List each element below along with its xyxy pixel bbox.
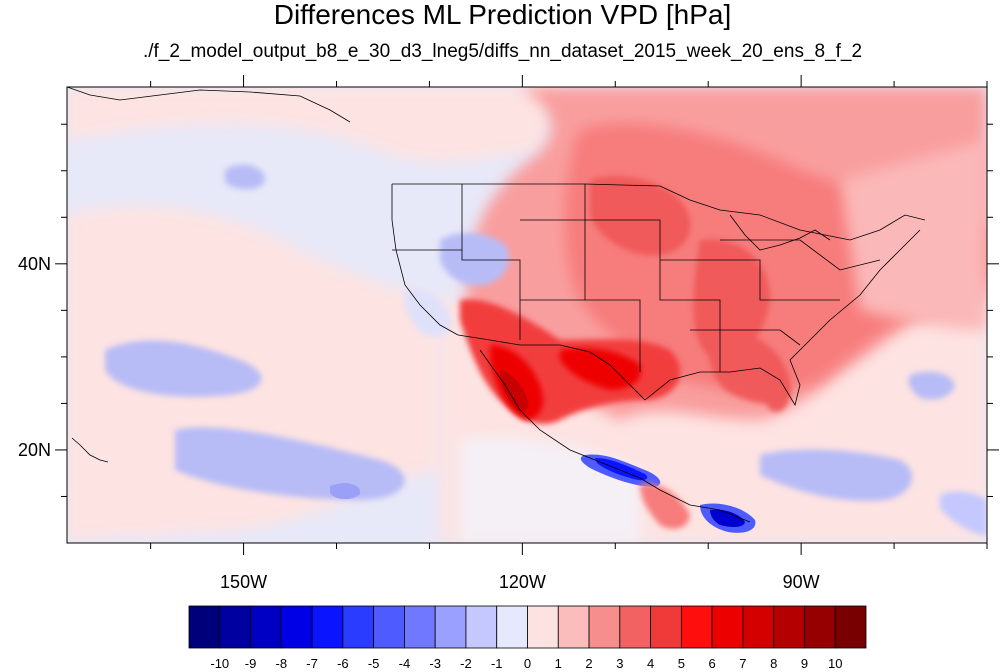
great-basin-negative [440, 232, 509, 286]
boundaries [67, 87, 926, 523]
colorbar-label: 10 [828, 656, 842, 671]
colorbar-swatch [619, 605, 651, 649]
map-frame [66, 86, 988, 544]
mexico-outline [479, 349, 751, 523]
caribbean-negative-2 [908, 371, 955, 400]
map-axis-ticks: 150W 120W 90W 20N 40N [18, 75, 999, 592]
x-tick-label: 90W [783, 572, 820, 592]
vpd-difference-field [67, 87, 987, 543]
colorbar-label: -8 [276, 656, 288, 671]
colorbar-label: -4 [399, 656, 411, 671]
baja-extreme [500, 370, 529, 412]
colorbar-swatch [834, 605, 867, 649]
north-plains-hotspot [590, 176, 691, 256]
us-canada-border [392, 183, 926, 241]
alaska-positive [67, 87, 560, 162]
colorbar-swatch [311, 605, 344, 649]
pacific-negative-patch-2 [175, 427, 405, 500]
colorbar-label: 0 [524, 656, 531, 671]
central-america-core [710, 509, 745, 527]
colorbar-label: 5 [678, 656, 685, 671]
colorbar-label: -1 [491, 656, 503, 671]
colorbar-swatch [373, 605, 405, 649]
pacific-negative-patch-4 [330, 483, 361, 500]
hawaii-islands [71, 437, 109, 463]
colorbar-swatch [434, 605, 467, 649]
east-atlantic-negative [940, 491, 987, 535]
colorbar-label: -9 [245, 656, 257, 671]
colorbar-label: -3 [429, 656, 441, 671]
map-panel: 150W 120W 90W 20N 40N [18, 75, 999, 592]
us-mexico-border [457, 334, 646, 401]
colorbar-swatch [650, 605, 682, 649]
y-tick-label: 40N [18, 254, 51, 274]
mexico-coast-core [595, 458, 648, 481]
state-line-6 [660, 259, 840, 301]
colorbar-swatch [588, 605, 621, 649]
colorbar-swatch [404, 605, 436, 649]
x-tick-label: 150W [220, 572, 267, 592]
state-line-8 [690, 329, 801, 346]
y-tick-label: 20N [18, 440, 51, 460]
colorbar-swatch [773, 605, 805, 649]
gulf-coast [644, 229, 921, 407]
midwest-hotspot [693, 239, 770, 356]
great-lakes [729, 214, 831, 251]
colorbar: -10 -9 -8 -7 -6 -5 -4 -3 -2 -1 0 1 2 3 4 5 6 7 8 9 10 [188, 605, 867, 671]
colorbar-label: -10 [210, 656, 229, 671]
colorbar-swatch [527, 605, 559, 649]
colorbar-swatch [680, 605, 713, 649]
colorbar-label: 2 [585, 656, 592, 671]
colorbar-swatch [742, 605, 775, 649]
alaska-coast [67, 87, 351, 123]
colorbar-label: 6 [709, 656, 716, 671]
colorbar-label: 4 [647, 656, 654, 671]
pacific-negative-patch-3 [225, 164, 265, 190]
colorbar-swatch [250, 605, 282, 649]
colorbar-swatch [804, 605, 836, 649]
chart-subtitle: ./f_2_model_output_b8_e_30_d3_lneg5/diff… [142, 41, 863, 62]
pacific-mexico-red [640, 484, 690, 529]
colorbar-swatch [711, 605, 744, 649]
colorbar-label: 1 [555, 656, 562, 671]
pacific-negative-patch-1 [105, 340, 262, 397]
chart-title: Differences ML Prediction VPD [hPa] [273, 0, 732, 30]
colorbar-swatch [219, 605, 251, 649]
colorbar-swatch [188, 605, 221, 649]
mexico-strong [560, 348, 641, 390]
colorbar-swatch [342, 605, 375, 649]
caribbean-negative [760, 449, 912, 501]
colorbar-label: -2 [460, 656, 472, 671]
colorbar-swatch [465, 605, 498, 649]
colorbar-label: -7 [306, 656, 318, 671]
colorbar-label: 3 [616, 656, 623, 671]
colorbar-label: -5 [368, 656, 380, 671]
colorbar-label: 7 [739, 656, 746, 671]
colorbar-swatch [557, 605, 590, 649]
atlantic-positive [840, 140, 987, 330]
colorbar-swatch [280, 605, 313, 649]
colorbar-swatch [496, 605, 528, 649]
x-tick-label: 120W [499, 572, 546, 592]
colorbar-label: -6 [337, 656, 349, 671]
us-west-coast [391, 184, 459, 336]
florida-positive [759, 364, 790, 412]
state-line-7 [720, 239, 881, 271]
colorbar-label: 9 [801, 656, 808, 671]
colorbar-label: 8 [770, 656, 777, 671]
